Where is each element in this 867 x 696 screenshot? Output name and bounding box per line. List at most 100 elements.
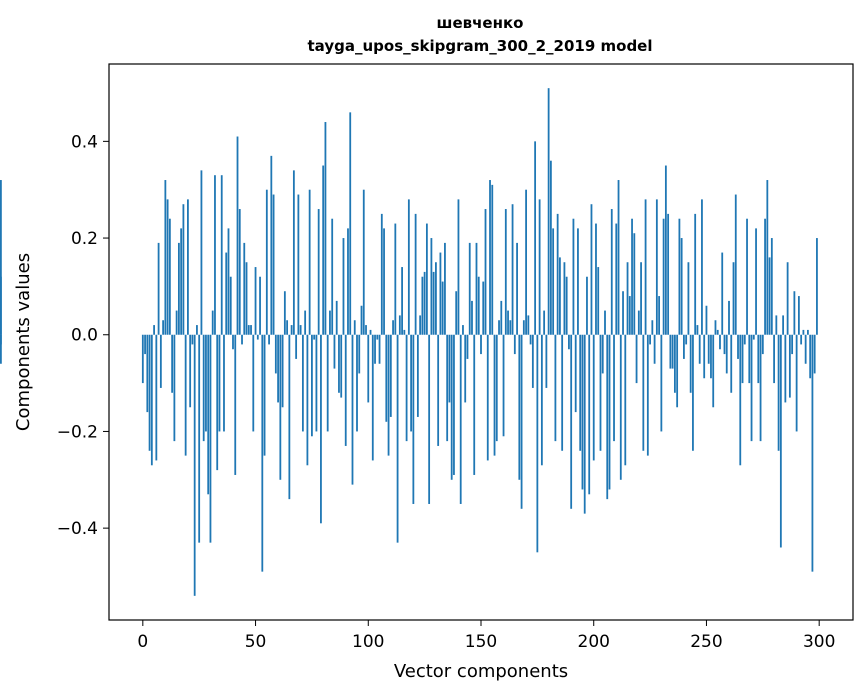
bar — [746, 218, 748, 335]
bar — [613, 334, 615, 442]
bar — [214, 175, 216, 335]
bar — [362, 189, 365, 335]
bar — [462, 325, 464, 335]
bar — [689, 334, 692, 393]
bar — [527, 315, 530, 335]
bar — [563, 262, 566, 335]
bar — [586, 276, 588, 335]
bar — [459, 334, 462, 504]
bar — [788, 334, 791, 398]
bar — [667, 213, 670, 335]
bar — [813, 334, 816, 374]
bar — [351, 334, 354, 485]
x-tick-label: 0 — [137, 632, 148, 652]
bar — [405, 334, 408, 442]
bar — [191, 334, 194, 345]
bar — [232, 334, 234, 350]
bar — [750, 334, 753, 442]
bar — [385, 334, 388, 422]
bar — [683, 334, 685, 359]
bar — [710, 334, 712, 379]
bar — [725, 334, 728, 374]
bar — [500, 300, 503, 335]
bar — [398, 315, 401, 335]
bar — [369, 329, 372, 335]
bar — [669, 334, 672, 369]
bar — [261, 334, 264, 572]
bar — [159, 334, 162, 388]
bar — [577, 228, 579, 335]
bar — [520, 334, 523, 509]
bar — [437, 334, 440, 446]
bar — [290, 325, 293, 335]
bar — [540, 334, 543, 466]
bar — [707, 334, 710, 364]
bar — [311, 334, 313, 437]
bar — [229, 276, 232, 335]
bar — [234, 334, 237, 475]
chart-title-line1: шевченко — [437, 14, 524, 32]
bar — [635, 334, 638, 384]
bar — [347, 228, 349, 335]
bar — [592, 334, 595, 461]
bar — [466, 334, 469, 359]
bar — [166, 199, 169, 335]
bar — [306, 334, 309, 466]
bar — [595, 223, 597, 335]
bar — [444, 242, 446, 335]
bar — [477, 276, 480, 335]
y-tick-label: 0.4 — [71, 132, 98, 152]
bar — [333, 334, 336, 369]
bar — [777, 334, 780, 451]
bar — [315, 334, 318, 432]
bar — [581, 334, 584, 490]
bar — [335, 300, 338, 335]
bar — [761, 334, 764, 355]
bar — [236, 136, 239, 335]
bar — [547, 88, 550, 335]
bar — [807, 329, 809, 335]
bar — [342, 238, 345, 335]
bar — [601, 334, 604, 374]
bar — [202, 334, 205, 442]
bar — [468, 242, 471, 335]
bar — [768, 257, 771, 335]
bar — [374, 334, 376, 364]
bar — [376, 334, 379, 340]
bar — [626, 262, 629, 335]
bar — [356, 334, 358, 432]
bar — [259, 276, 261, 335]
bar — [358, 334, 361, 374]
bar — [295, 334, 298, 359]
x-tick-label: 200 — [578, 632, 610, 652]
bar — [649, 334, 651, 345]
bar — [322, 165, 325, 335]
bar — [719, 334, 721, 350]
bar — [279, 334, 282, 480]
bar — [450, 334, 453, 480]
bar — [716, 329, 719, 335]
bar — [365, 325, 367, 335]
bar — [687, 262, 690, 335]
bar — [428, 334, 431, 504]
bar — [678, 218, 681, 335]
bars-group — [0, 88, 818, 596]
bar — [168, 218, 171, 335]
bar — [504, 209, 507, 335]
bar — [809, 334, 812, 379]
bar — [353, 320, 356, 335]
x-axis-ticks: 0 50 100 150 200 250 300 — [137, 620, 835, 652]
bar — [685, 334, 688, 345]
bar — [180, 228, 183, 335]
bar — [207, 334, 210, 495]
bar — [141, 334, 144, 384]
bar — [177, 242, 180, 335]
bar — [184, 334, 187, 456]
bar — [658, 296, 661, 335]
bar — [701, 199, 703, 335]
bar — [196, 325, 198, 335]
bar — [522, 320, 525, 335]
bar — [182, 204, 185, 335]
bar — [245, 262, 248, 335]
